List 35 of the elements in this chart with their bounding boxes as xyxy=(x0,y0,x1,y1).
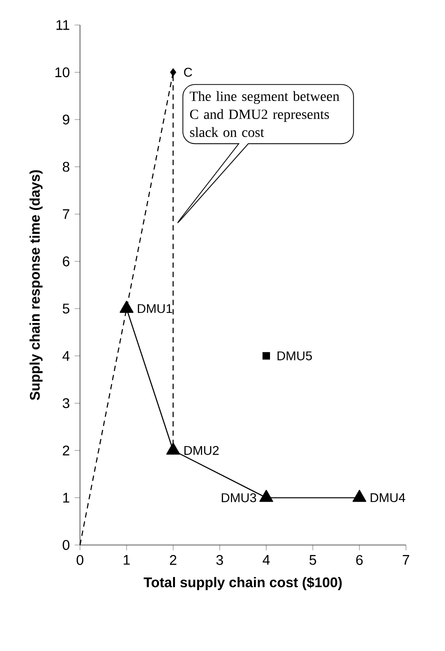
y-tick-label: 9 xyxy=(62,114,70,125)
annotation: DMU1 xyxy=(138,304,172,314)
x-tick-label: 5 xyxy=(310,555,316,565)
point xyxy=(120,300,134,313)
y-tick-label: 0 xyxy=(62,540,70,550)
y-tick-label: 11 xyxy=(56,20,70,30)
x-tick-label: 1 xyxy=(124,555,130,565)
point xyxy=(170,68,176,76)
point xyxy=(262,352,270,360)
annotation: DMU5 xyxy=(278,351,312,360)
annotation: DMU4 xyxy=(370,493,406,502)
y-tick-label: 4 xyxy=(62,351,70,361)
annotation: The line segment between C and DMU2 represents slack on cost xyxy=(190,91,340,138)
y-tick-label: 1 xyxy=(63,492,70,503)
x-tick-label: 6 xyxy=(356,555,363,565)
point xyxy=(166,442,180,455)
annotation: C xyxy=(184,68,192,77)
y-tick-label: 2 xyxy=(62,446,70,456)
x-tick-label: 2 xyxy=(170,555,176,565)
y-tick-label: 5 xyxy=(62,304,70,314)
x-tick-label: 7 xyxy=(402,555,410,565)
x-tick-label: 0 xyxy=(76,555,84,565)
y-tick-label: 7 xyxy=(62,209,70,219)
y-axis-title: Supply chain response time (days) xyxy=(30,170,43,400)
y-tick-label: 3 xyxy=(62,398,70,408)
point xyxy=(259,490,274,502)
annotation: DMU3 xyxy=(222,493,256,502)
x-axis-title: Total supply chain cost ($100) xyxy=(144,576,342,590)
y-tick-label: 10 xyxy=(55,67,70,78)
x-tick-label: 3 xyxy=(216,555,223,565)
point xyxy=(352,490,366,502)
y-tick-label: 8 xyxy=(62,162,70,172)
annotation: DMU2 xyxy=(184,446,219,455)
y-tick-label: 6 xyxy=(62,256,70,266)
x-tick-label: 4 xyxy=(262,555,270,565)
